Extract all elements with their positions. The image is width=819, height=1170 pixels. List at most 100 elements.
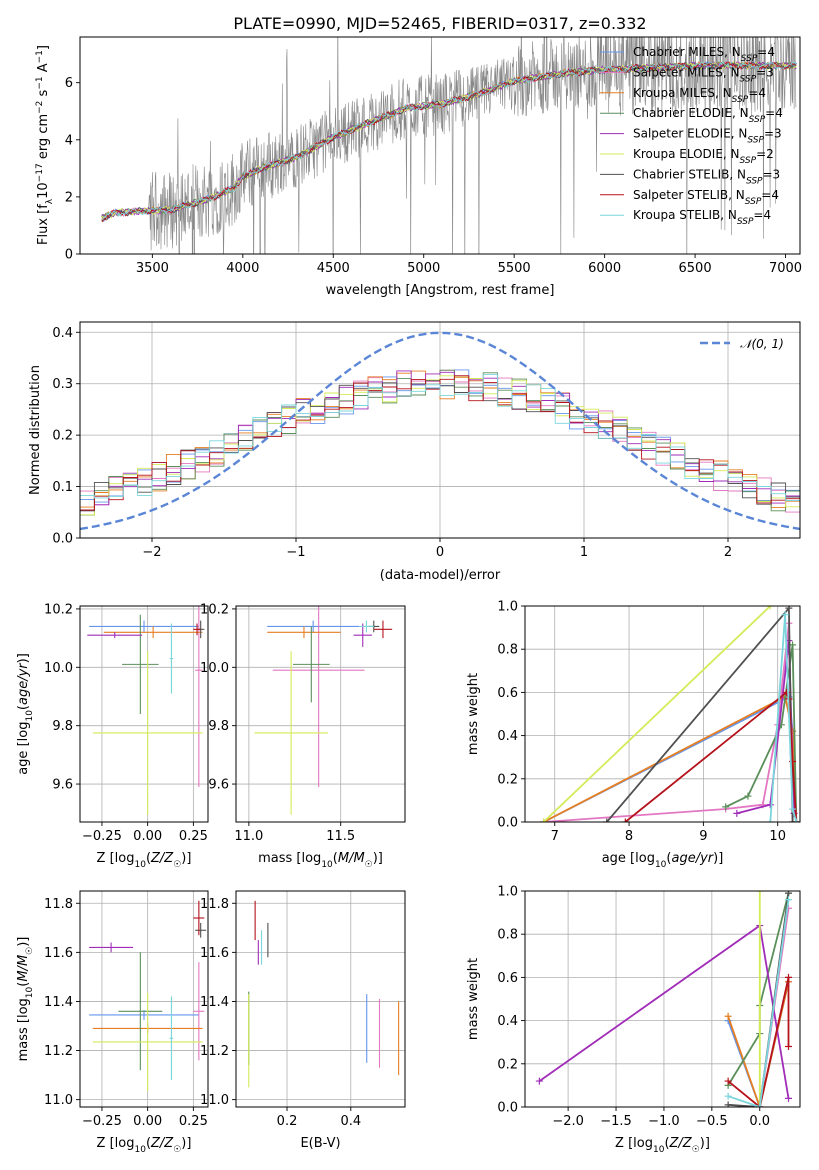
label-part: Z/Z	[150, 851, 174, 866]
x-tick-label: 1	[580, 545, 588, 560]
age_vs_mass-frame: 11.0 11.5 9.6 9.8 10.0 10.2 mass [log10(M/M☉)]	[200, 602, 406, 870]
legend-label: Chabrier MILES, NSSP=4	[633, 45, 775, 64]
label-part: =2	[756, 147, 774, 161]
label-part: ]	[36, 45, 51, 50]
x-axis-label: Z [log10(Z/Z☉)]	[97, 851, 192, 870]
mass-weight-line	[727, 892, 790, 1086]
error-bar-point	[353, 623, 372, 647]
label-part: mass [log	[16, 998, 31, 1061]
label-part: (data-model)/error	[380, 568, 501, 583]
label-part: Salpeter ELODIE, N	[633, 127, 747, 141]
label-part: )]	[181, 1136, 191, 1151]
label-part: )]	[181, 851, 191, 866]
label-part: SSP	[737, 217, 754, 227]
error-bar-point	[87, 632, 143, 639]
label-part: ☉	[173, 860, 181, 870]
error-bar-point	[195, 606, 203, 787]
residual-histogram-line	[80, 370, 800, 512]
mass_vs_Z-plot-area	[89, 900, 207, 1092]
data-point-marker	[766, 606, 774, 610]
x-axis-label: age [log10(age/yr)]	[602, 851, 724, 870]
legend-label: Salpeter STELIB, NSSP=4	[633, 188, 779, 207]
y-tick-label: 0.4	[497, 729, 518, 744]
y-tick-label: 11.0	[44, 1093, 73, 1108]
label-part: age [log	[602, 851, 655, 866]
mass_vs_EBV-panel: 0.2 0.4 11.0 11.2 11.4 11.6 11.8 E(B-V)	[200, 890, 406, 1151]
y-tick-label: 0.0	[52, 532, 73, 547]
data-point-marker	[789, 818, 797, 822]
x-tick-label: 4500	[317, 261, 350, 276]
axes-frame	[79, 36, 801, 255]
label-part: Chabrier STELIB, N	[633, 167, 746, 181]
y-tick-label: 0.2	[52, 429, 73, 444]
age_vs_Z-plot-area	[87, 606, 205, 815]
y-tick-label: 11.8	[44, 897, 73, 912]
y-tick-label: 1.0	[497, 600, 518, 615]
x-axis-label: Z [log10(Z/Z☉)]	[615, 1136, 710, 1155]
y-tick-label: 0.8	[497, 928, 518, 943]
y-tick-label: 11.4	[200, 995, 229, 1010]
error-bar-point	[89, 620, 199, 633]
x-tick-label: −0.5	[696, 1114, 728, 1129]
model-fit-line	[101, 60, 797, 220]
y-tick-label: 1.0	[497, 885, 518, 900]
y-tick-label: 6	[65, 76, 73, 91]
label-part: (	[16, 705, 31, 710]
y-tick-label: 0.2	[497, 772, 518, 787]
y-tick-label: 11.0	[200, 1093, 229, 1108]
y-tick-label: 11.8	[200, 897, 229, 912]
error-bar-point	[195, 922, 207, 938]
label-part: SSP	[747, 136, 764, 146]
x-tick-label: 2	[724, 545, 732, 560]
label-part: s	[36, 89, 51, 100]
y-tick-label: 11.2	[44, 1044, 73, 1059]
label-part: ☉	[25, 947, 35, 955]
error-bar-point	[272, 606, 365, 787]
label-part: 10	[321, 860, 333, 870]
spectrum-plot-area	[101, 37, 797, 254]
error-bar-point	[267, 626, 341, 639]
data-point-marker	[744, 792, 752, 800]
data-point-marker	[603, 818, 611, 822]
y-tick-label: 0.3	[52, 377, 73, 392]
label-part: Z [log	[97, 1136, 135, 1151]
x-tick-label: 8	[625, 829, 633, 844]
label-part: Normed distribution	[28, 365, 43, 495]
age_vs_Z-frame: −0.25 0.00 0.259.69.810.010.2Z [log10(Z/Z☉…	[16, 602, 209, 870]
weight_vs_Z-frame: −2.0 −1.5 −1.0 −0.5 0.0 0.0 0.2 0.4 0.6 0.8 1.0 Z […	[466, 885, 801, 1155]
label-part: )]	[16, 653, 31, 663]
figure-title: PLATE=0990, MJD=52465, FIBERID=0317, z=0…	[233, 14, 646, 33]
spectrum-frame: 3500 4000 4500 5000 5500 6000 6500 7000 0 2 4 6 Chab…	[35, 36, 802, 298]
y-tick-label: 0.4	[497, 1014, 518, 1029]
x-tick-label: 10	[769, 829, 786, 844]
data-point-marker	[724, 1092, 732, 1100]
x-tick-label: 11.0	[234, 829, 263, 844]
data-point-marker	[733, 809, 741, 817]
legend-label: 𝒩(0, 1)	[740, 337, 784, 351]
x-tick-label: 0	[436, 545, 444, 560]
age_vs_Z-panel: −0.25 0.00 0.259.69.810.010.2Z [log10(Z/Z☉…	[16, 602, 209, 870]
x-tick-label: −2	[142, 545, 161, 560]
label-part: SSP	[741, 54, 758, 64]
y-tick-label: 9.6	[52, 778, 73, 793]
label-part: SSP	[740, 74, 757, 84]
x-axis-label: (data-model)/error	[380, 568, 501, 583]
label-part: age/yr	[671, 851, 714, 866]
label-part: )]	[713, 851, 723, 866]
x-axis-label: wavelength [Angstrom, rest frame]	[326, 283, 555, 298]
label-part: Kroupa MILES, N	[633, 86, 732, 100]
y-tick-label: 11.4	[44, 995, 73, 1010]
residual-histogram-line	[80, 375, 800, 511]
y-tick-label: 11.2	[200, 1044, 229, 1059]
data-point-marker	[785, 891, 793, 897]
x-axis-label: Z [log10(Z/Z☉)]	[97, 1136, 192, 1155]
label-part: SSP	[746, 176, 763, 186]
error-bar-point	[193, 900, 205, 936]
data-point-marker	[535, 1077, 543, 1085]
label-part: ☉	[365, 860, 373, 870]
label-part: Chabrier MILES, N	[633, 45, 741, 59]
weight_vs_age-plot-area	[540, 606, 800, 822]
data-point-marker	[792, 818, 800, 822]
